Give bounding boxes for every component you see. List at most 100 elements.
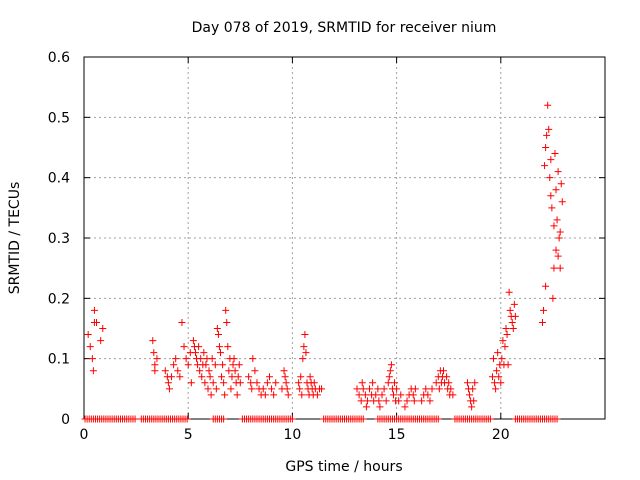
data-point bbox=[310, 379, 318, 387]
data-point bbox=[205, 367, 213, 375]
data-point bbox=[382, 397, 390, 405]
data-point bbox=[227, 385, 235, 393]
data-point bbox=[557, 180, 565, 188]
data-point bbox=[393, 385, 401, 393]
data-point bbox=[380, 385, 388, 393]
data-point bbox=[249, 355, 257, 363]
data-point bbox=[538, 318, 546, 326]
data-point bbox=[300, 343, 308, 351]
tick-marks bbox=[83, 56, 605, 420]
data-point bbox=[548, 204, 556, 212]
data-point bbox=[434, 415, 442, 423]
data-point bbox=[221, 391, 229, 399]
data-point bbox=[552, 246, 560, 254]
data-points bbox=[81, 101, 566, 423]
data-point bbox=[183, 415, 191, 423]
data-point bbox=[357, 397, 365, 405]
data-point bbox=[228, 373, 236, 381]
data-point bbox=[418, 397, 426, 405]
data-point bbox=[411, 385, 419, 393]
data-point bbox=[204, 385, 212, 393]
data-point bbox=[542, 144, 550, 151]
data-point bbox=[374, 385, 382, 393]
data-point bbox=[313, 391, 321, 399]
data-point bbox=[281, 373, 289, 381]
data-point bbox=[469, 385, 477, 393]
data-point bbox=[180, 343, 188, 351]
data-point bbox=[509, 325, 517, 332]
data-point bbox=[353, 385, 361, 393]
x-tick-label: 0 bbox=[80, 427, 89, 443]
data-point bbox=[372, 391, 380, 399]
data-point bbox=[439, 367, 447, 375]
data-point bbox=[178, 318, 186, 326]
data-point bbox=[486, 415, 494, 423]
data-point bbox=[553, 415, 561, 423]
data-point bbox=[359, 385, 367, 393]
data-point bbox=[84, 331, 92, 339]
data-point bbox=[207, 391, 215, 399]
data-point bbox=[245, 373, 253, 381]
data-point bbox=[550, 222, 558, 230]
data-point bbox=[493, 367, 501, 375]
data-point bbox=[196, 367, 204, 375]
data-point bbox=[422, 385, 430, 393]
data-point bbox=[170, 361, 178, 369]
data-point bbox=[551, 150, 559, 158]
data-point bbox=[499, 337, 507, 345]
data-point bbox=[248, 385, 256, 393]
data-point bbox=[556, 228, 564, 236]
data-point bbox=[220, 379, 228, 387]
data-point bbox=[93, 318, 101, 326]
data-point bbox=[409, 391, 417, 399]
y-tick-label: 0.5 bbox=[48, 110, 70, 126]
data-point bbox=[236, 379, 244, 387]
data-point bbox=[449, 391, 457, 399]
data-point bbox=[164, 379, 172, 387]
data-point bbox=[492, 385, 500, 393]
data-point bbox=[466, 391, 474, 399]
data-point bbox=[206, 373, 214, 381]
data-point bbox=[302, 349, 310, 357]
data-point bbox=[498, 355, 506, 363]
data-point bbox=[259, 385, 267, 393]
data-point bbox=[385, 373, 393, 381]
data-point bbox=[318, 385, 326, 393]
data-point bbox=[549, 294, 557, 302]
data-point bbox=[389, 391, 397, 399]
y-tick-label: 0.3 bbox=[48, 231, 70, 247]
data-point bbox=[209, 379, 217, 387]
data-point bbox=[501, 343, 509, 351]
data-point bbox=[361, 391, 369, 399]
data-point bbox=[552, 186, 560, 194]
data-point bbox=[554, 252, 562, 260]
data-point bbox=[297, 373, 305, 381]
data-point bbox=[99, 325, 107, 332]
data-point bbox=[378, 391, 386, 399]
data-point bbox=[298, 391, 306, 399]
grid bbox=[84, 57, 605, 419]
data-point bbox=[497, 379, 505, 387]
data-point bbox=[89, 367, 97, 375]
x-axis-label: GPS time / hours bbox=[285, 459, 402, 475]
data-point bbox=[301, 331, 309, 339]
data-point bbox=[88, 355, 96, 363]
data-point bbox=[165, 385, 173, 393]
data-point bbox=[555, 234, 563, 242]
y-axis-label: SRMTID / TECUs bbox=[7, 182, 23, 295]
data-point bbox=[230, 355, 238, 363]
data-point bbox=[547, 156, 555, 164]
data-point bbox=[253, 379, 261, 387]
data-point bbox=[224, 343, 232, 351]
data-point bbox=[191, 349, 199, 357]
data-point bbox=[428, 385, 436, 393]
data-point bbox=[470, 397, 478, 405]
data-point bbox=[201, 379, 209, 387]
data-point bbox=[261, 391, 269, 399]
data-point bbox=[542, 282, 550, 290]
data-point bbox=[494, 349, 502, 357]
data-point bbox=[168, 373, 176, 381]
data-point bbox=[223, 318, 231, 326]
data-point bbox=[410, 397, 418, 405]
data-point bbox=[198, 373, 206, 381]
